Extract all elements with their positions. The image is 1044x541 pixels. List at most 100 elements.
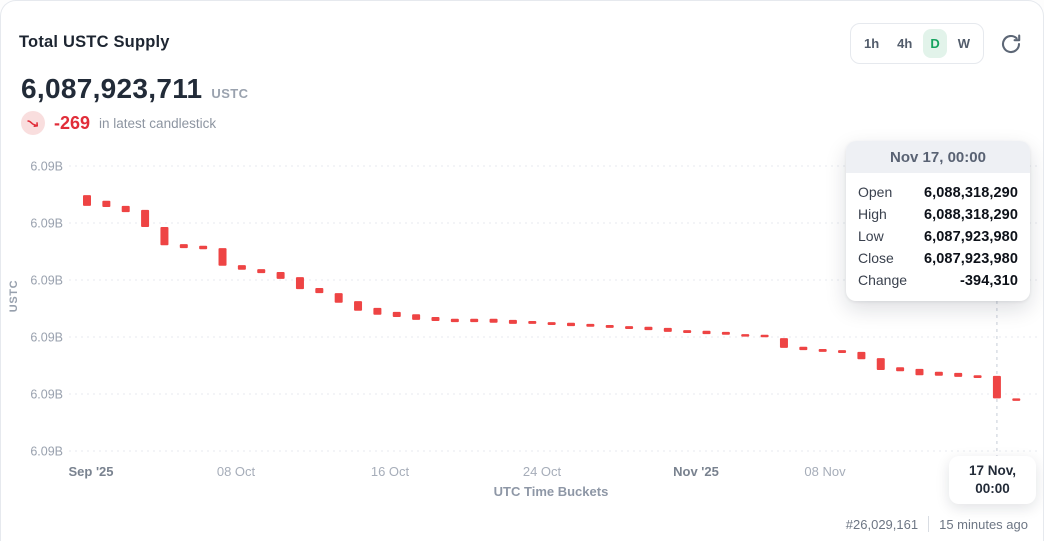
crosshair-date-line2: 00:00: [975, 481, 1010, 497]
interval-selector: 1h 4h D W: [850, 23, 984, 64]
tooltip-row-high: High 6,088,318,290: [858, 203, 1018, 225]
candle-oct-21[interactable]: [470, 318, 479, 323]
candle-oct-12[interactable]: [295, 277, 304, 290]
candle-oct-18[interactable]: [412, 314, 421, 320]
candle-nov-18[interactable]: [1012, 398, 1021, 401]
tooltip-value: 6,087,923,980: [923, 228, 1018, 245]
y-tick-label: 6.09B: [30, 160, 63, 174]
y-tick-label: 6.09B: [30, 331, 63, 345]
candle-nov-12[interactable]: [896, 367, 905, 372]
candle-oct-22[interactable]: [489, 318, 498, 323]
y-tick-label: 6.09B: [30, 217, 63, 231]
candle-oct-9[interactable]: [237, 265, 246, 270]
candle-nov-9[interactable]: [838, 350, 847, 353]
y-tick-label: 6.09B: [30, 445, 63, 459]
crosshair-date-line1: 17 Nov,: [968, 463, 1017, 478]
candle-oct-7[interactable]: [199, 245, 208, 250]
candle-oct-14[interactable]: [334, 293, 343, 303]
candle-oct-19[interactable]: [431, 317, 440, 322]
candle-oct-24[interactable]: [528, 321, 537, 324]
candle-oct-20[interactable]: [450, 318, 459, 323]
candle-oct-6[interactable]: [179, 244, 188, 249]
candle-oct-5[interactable]: [160, 226, 169, 246]
candle-oct-25[interactable]: [547, 322, 556, 326]
block-number: #26,029,161: [845, 516, 919, 532]
candle-nov-6[interactable]: [779, 338, 788, 348]
candle-nov-13[interactable]: [915, 368, 924, 376]
interval-button-1h[interactable]: 1h: [857, 29, 886, 58]
change-caption: in latest candlestick: [99, 115, 217, 131]
candle-nov-5[interactable]: [760, 334, 769, 338]
candle-oct-11[interactable]: [276, 272, 285, 279]
candle-nov-11[interactable]: [876, 358, 885, 371]
y-axis-title: USTC: [8, 279, 20, 313]
candle-oct-8[interactable]: [218, 248, 227, 266]
y-tick-label: 6.09B: [30, 274, 63, 288]
candle-nov-8[interactable]: [818, 348, 827, 352]
tooltip-label: High: [858, 205, 887, 222]
interval-button-d[interactable]: D: [923, 29, 947, 58]
tooltip-row-open: Open 6,088,318,290: [858, 181, 1018, 203]
change-value: -269: [54, 112, 91, 133]
candle-oct-27[interactable]: [586, 323, 595, 327]
tooltip-row-low: Low 6,087,923,980: [858, 225, 1018, 247]
x-tick-label: Nov '25: [673, 464, 719, 479]
candle-nov-2[interactable]: [702, 330, 711, 335]
candle-nov-16[interactable]: [973, 375, 982, 379]
candle-nov-3[interactable]: [721, 331, 730, 335]
latest-change: -269 in latest candlestick: [21, 111, 216, 135]
candle-nov-14[interactable]: [934, 371, 943, 376]
trending-down-icon: [21, 111, 45, 135]
candle-oct-3[interactable]: [121, 205, 130, 213]
ohlc-tooltip: Nov 17, 00:00 Open 6,088,318,290 High 6,088…: [846, 141, 1030, 301]
candle-oct-29[interactable]: [625, 326, 634, 330]
candle-oct-23[interactable]: [508, 319, 517, 324]
crosshair-date-label: 17 Nov, 00:00: [949, 456, 1036, 505]
candle-nov-4[interactable]: [741, 334, 750, 337]
tooltip-value: -394,310: [959, 272, 1018, 289]
candle-oct-10[interactable]: [257, 269, 266, 274]
tooltip-row-change: Change -394,310: [858, 269, 1018, 291]
last-updated: 15 minutes ago: [939, 516, 1028, 532]
tooltip-value: 6,088,318,290: [923, 184, 1018, 201]
tooltip-body: Open 6,088,318,290 High 6,088,318,290 Low 6,0…: [846, 173, 1030, 301]
x-axis-title: UTC Time Buckets: [493, 484, 609, 499]
candle-nov-17[interactable]: [992, 375, 1001, 399]
tooltip-title: Nov 17, 00:00: [846, 141, 1030, 173]
x-tick-label: 08 Nov: [804, 464, 846, 479]
interval-button-4h[interactable]: 4h: [890, 29, 919, 58]
candle-oct-1[interactable]: [83, 195, 91, 206]
tooltip-label: Low: [858, 227, 884, 244]
x-tick-label: 16 Oct: [371, 464, 410, 479]
candle-oct-17[interactable]: [392, 311, 401, 318]
candle-oct-30[interactable]: [644, 326, 653, 331]
candle-oct-28[interactable]: [605, 325, 614, 328]
candle-oct-15[interactable]: [354, 301, 363, 311]
candle-nov-10[interactable]: [857, 351, 866, 360]
tooltip-row-close: Close 6,087,923,980: [858, 247, 1018, 269]
candle-oct-31[interactable]: [663, 327, 672, 332]
interval-button-w[interactable]: W: [951, 29, 977, 58]
current-supply: 6,087,923,711 USTC: [21, 73, 248, 105]
supply-value: 6,087,923,711: [21, 73, 203, 104]
chart-footer: #26,029,161 15 minutes ago: [846, 516, 1028, 532]
candle-oct-4[interactable]: [141, 209, 150, 227]
refresh-button[interactable]: [997, 31, 1025, 59]
x-tick-label: Sep '25: [68, 464, 113, 479]
candle-oct-26[interactable]: [567, 322, 575, 327]
candle-oct-2[interactable]: [102, 200, 111, 208]
candle-nov-1[interactable]: [683, 330, 692, 334]
page-title: Total USTC Supply: [19, 33, 170, 51]
tooltip-label: Change: [858, 271, 908, 288]
candle-nov-15[interactable]: [954, 372, 963, 377]
candle-oct-13[interactable]: [315, 287, 324, 294]
candle-nov-7[interactable]: [799, 346, 808, 351]
tooltip-value: 6,087,923,980: [923, 250, 1018, 267]
tooltip-value: 6,088,318,290: [923, 206, 1018, 223]
tooltip-label: Open: [858, 183, 893, 200]
tooltip-label: Close: [858, 249, 894, 266]
candle-oct-16[interactable]: [373, 307, 382, 315]
x-tick-label: 08 Oct: [217, 464, 256, 479]
